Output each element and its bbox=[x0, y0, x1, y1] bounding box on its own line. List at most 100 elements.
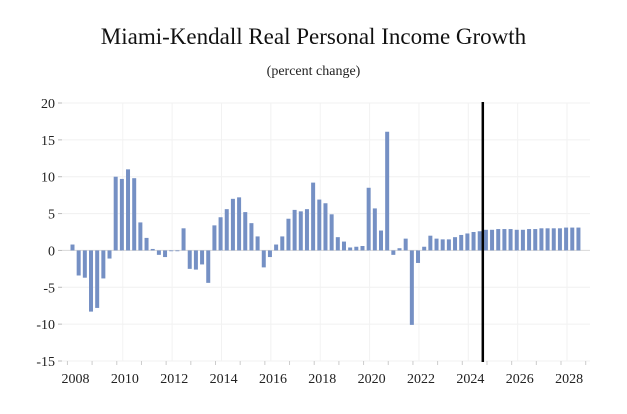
bar bbox=[243, 212, 248, 251]
bar bbox=[354, 246, 359, 251]
bar bbox=[385, 131, 390, 251]
bar bbox=[89, 250, 94, 312]
bar bbox=[237, 197, 242, 251]
bar bbox=[453, 237, 458, 251]
bar bbox=[465, 233, 470, 251]
bar bbox=[576, 227, 581, 251]
bar bbox=[230, 198, 235, 251]
bar bbox=[545, 228, 550, 251]
bar bbox=[70, 244, 75, 251]
bar bbox=[564, 227, 569, 251]
bar bbox=[255, 236, 260, 251]
bar bbox=[304, 209, 309, 251]
y-tick-label: 15 bbox=[41, 134, 55, 149]
x-tick-label: 2020 bbox=[358, 372, 386, 387]
bar bbox=[391, 250, 396, 255]
bar bbox=[150, 248, 155, 251]
bar bbox=[527, 229, 532, 251]
bar bbox=[483, 229, 488, 251]
bar bbox=[163, 250, 168, 258]
bar bbox=[286, 218, 291, 251]
bar bbox=[434, 238, 439, 251]
x-tick-label: 2024 bbox=[456, 372, 484, 387]
bar bbox=[76, 250, 81, 276]
bar bbox=[366, 187, 371, 251]
x-tick-label: 2016 bbox=[259, 372, 287, 387]
bar bbox=[280, 236, 285, 251]
x-tick-label: 2026 bbox=[506, 372, 534, 387]
bar bbox=[348, 247, 353, 251]
y-tick-label: -5 bbox=[43, 281, 55, 296]
bar bbox=[138, 222, 143, 251]
bar bbox=[175, 250, 180, 252]
bar bbox=[274, 244, 279, 251]
x-tick-label: 2028 bbox=[555, 372, 583, 387]
bar bbox=[557, 228, 562, 251]
bar bbox=[416, 250, 421, 263]
chart-subtitle: (percent change) bbox=[266, 64, 361, 79]
bar bbox=[477, 231, 482, 251]
bar bbox=[422, 246, 427, 251]
bar bbox=[409, 250, 414, 325]
bar bbox=[317, 199, 322, 251]
x-tick-label: 2018 bbox=[308, 372, 336, 387]
bar bbox=[113, 176, 118, 251]
bar bbox=[403, 238, 408, 251]
bar bbox=[508, 229, 513, 251]
bar bbox=[311, 182, 316, 251]
bar bbox=[169, 250, 174, 252]
bar bbox=[428, 235, 433, 251]
x-tick-label: 2008 bbox=[62, 372, 90, 387]
bar bbox=[267, 250, 272, 258]
bar bbox=[212, 225, 217, 251]
bar bbox=[360, 246, 365, 251]
y-tick-label: 20 bbox=[41, 97, 55, 112]
bar bbox=[539, 228, 544, 251]
gridlines bbox=[62, 102, 590, 362]
bar bbox=[101, 250, 106, 279]
bar bbox=[181, 228, 186, 251]
x-tick-label: 2022 bbox=[407, 372, 435, 387]
bar bbox=[440, 239, 445, 251]
bar bbox=[107, 250, 112, 259]
bar bbox=[156, 250, 161, 255]
bar bbox=[95, 250, 100, 308]
bars bbox=[70, 131, 581, 325]
bar bbox=[292, 209, 297, 251]
bar bbox=[119, 178, 124, 251]
bar bbox=[261, 250, 266, 268]
bar bbox=[551, 228, 556, 251]
bar bbox=[206, 250, 211, 283]
bar bbox=[514, 229, 519, 251]
x-axis: 2008 2010 2012 2014 2016 2018 2020 2022 2024 2026… bbox=[62, 361, 587, 387]
y-tick-label: 0 bbox=[48, 244, 55, 259]
bar bbox=[533, 229, 538, 251]
bar bbox=[379, 230, 383, 251]
bar bbox=[126, 169, 131, 251]
bar bbox=[446, 239, 451, 251]
bar bbox=[224, 209, 229, 251]
bar bbox=[82, 250, 87, 278]
bar bbox=[471, 232, 476, 251]
bar bbox=[570, 227, 575, 251]
y-tick-label: 10 bbox=[41, 171, 55, 186]
bar bbox=[397, 248, 402, 251]
y-tick-label: -10 bbox=[36, 318, 55, 333]
bar bbox=[249, 223, 254, 251]
bar bbox=[298, 211, 303, 251]
bar bbox=[144, 237, 149, 251]
y-tick-label: -15 bbox=[36, 355, 55, 370]
bar bbox=[341, 241, 346, 251]
y-axis: 20 15 10 5 0 -5 -10 -15 bbox=[36, 97, 62, 370]
bar bbox=[372, 208, 377, 251]
y-tick-label: 5 bbox=[48, 208, 55, 223]
x-tick-label: 2012 bbox=[160, 372, 188, 387]
x-tick-label: 2010 bbox=[111, 372, 139, 387]
chart-title: Miami-Kendall Real Personal Income Growt… bbox=[100, 24, 527, 49]
bar bbox=[459, 234, 464, 251]
bar bbox=[193, 250, 198, 270]
bar bbox=[187, 250, 192, 269]
bar bbox=[218, 217, 223, 251]
bar bbox=[323, 203, 328, 251]
